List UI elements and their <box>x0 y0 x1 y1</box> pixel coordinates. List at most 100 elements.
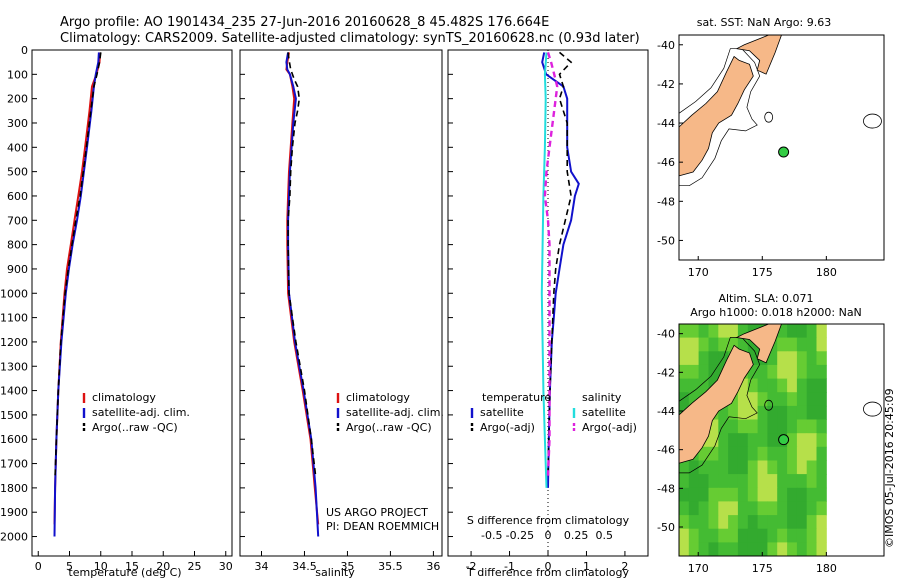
legend-entry: Argo(..raw -QC) <box>346 421 432 434</box>
sla-cell <box>787 351 798 366</box>
sla-cell <box>767 392 778 407</box>
sla-cell <box>718 337 729 352</box>
x-tick-label: 35 <box>340 560 354 573</box>
sla-cell <box>737 419 749 434</box>
sla-cell <box>737 487 749 502</box>
depth-tick-label: 0 <box>21 44 28 57</box>
sla-cell <box>796 501 808 516</box>
map-y-tick-label: -40 <box>657 39 675 52</box>
depth-tick-label: 700 <box>7 214 28 227</box>
depth-tick-label: 1900 <box>0 506 28 519</box>
sla-cell <box>796 515 808 530</box>
sal-argo-line <box>287 52 317 476</box>
map-y-tick-label: -48 <box>657 482 675 495</box>
sla-cell <box>806 474 817 489</box>
temperature-legend: climatology satellite-adj. clim. Argo(..ra… <box>82 391 190 434</box>
sla-cell <box>708 433 719 448</box>
sla-cell <box>806 405 817 420</box>
sla-cell <box>679 542 690 557</box>
sla-cell <box>757 501 768 516</box>
s-tick-label: 0.25 <box>564 529 589 542</box>
map-y-tick-label: -44 <box>657 405 675 418</box>
depth-tick-label: 1700 <box>0 458 28 471</box>
sla-cell <box>767 378 778 393</box>
sla-cell <box>796 446 808 461</box>
sla-cell <box>679 364 690 379</box>
sla-cell <box>688 378 700 393</box>
sla-cell <box>757 515 768 530</box>
sla-cell <box>777 392 788 407</box>
shelf-contour <box>678 337 761 474</box>
sla-cell <box>679 528 690 543</box>
sst-map-panel: sat. SST: NaN Argo: 9.63 170 175 180 -40 -42… <box>657 16 885 279</box>
sla-cell <box>777 528 788 543</box>
sla-cell <box>757 392 768 407</box>
sla-cell <box>718 528 729 543</box>
x-tick-label: 36 <box>426 560 440 573</box>
sla-cell <box>777 446 788 461</box>
sla-cell <box>767 542 778 557</box>
sla-cell <box>679 474 690 489</box>
sla-cell <box>698 528 709 543</box>
sla-cell <box>688 515 700 530</box>
sla-cell <box>679 392 690 407</box>
sla-cell <box>767 474 778 489</box>
temperature-series <box>53 52 102 537</box>
sla-cell <box>816 460 827 475</box>
x-tick-label: 34 <box>254 560 268 573</box>
sla-cell <box>688 392 700 407</box>
sla-cell <box>757 419 768 434</box>
sla-cell <box>816 337 827 352</box>
sla-cell <box>787 433 798 448</box>
sla-cell <box>688 501 700 516</box>
depth-tick-label: 1600 <box>0 433 28 446</box>
legend-entry: climatology <box>92 391 156 404</box>
sla-cell <box>796 433 808 448</box>
legend-entry: satellite-adj. clim. <box>92 406 190 419</box>
sla-cell <box>728 446 739 461</box>
depth-tick-label: 900 <box>7 263 28 276</box>
sla-cell <box>796 542 808 557</box>
sla-cell <box>708 474 719 489</box>
sla-cell <box>718 433 729 448</box>
depth-tick-label: 300 <box>7 117 28 130</box>
sla-cell <box>777 378 788 393</box>
sla-cell <box>737 446 749 461</box>
map-y-tick-label: -46 <box>657 156 675 169</box>
map-y-tick-label: -48 <box>657 195 675 208</box>
sla-cell <box>737 460 749 475</box>
sla-cell <box>796 419 808 434</box>
salinity-series <box>285 52 320 537</box>
sla-cell <box>816 433 827 448</box>
sla-cell <box>777 501 788 516</box>
sla-cell <box>718 474 729 489</box>
difference-legend: temperature salinity satellite Argo(-adj) sa… <box>470 391 637 434</box>
sla-cell <box>698 515 709 530</box>
sla-cell <box>747 501 759 516</box>
sla-cell <box>737 324 749 339</box>
sla-cell <box>796 528 808 543</box>
sla-map-title-line2: Argo h1000: 0.018 h2000: NaN <box>690 306 862 319</box>
sla-cell <box>787 392 798 407</box>
legend-entry: satellite <box>582 406 626 419</box>
s-tick-label: -0.5 <box>481 529 502 542</box>
land-mass <box>678 344 754 464</box>
shelf-contour <box>678 48 761 187</box>
figure-title-line2: Climatology: CARS2009. Satellite-adjuste… <box>60 31 640 46</box>
sla-cell <box>777 542 788 557</box>
sla-cell <box>816 405 827 420</box>
sla-cell <box>787 515 798 530</box>
argo-float-marker <box>778 146 790 158</box>
sla-cell <box>777 364 788 379</box>
sla-cell <box>679 324 690 339</box>
sla-cell <box>688 542 700 557</box>
sla-cell <box>728 487 739 502</box>
copyright-label: ©IMOS 05-Jul-2016 20:45:09 <box>883 388 896 548</box>
x-tick-label: 34.5 <box>292 560 317 573</box>
sla-cell <box>747 446 759 461</box>
sla-cell <box>757 460 768 475</box>
sla-cell <box>787 474 798 489</box>
sla-cell <box>737 433 749 448</box>
sla-cell <box>718 324 729 339</box>
